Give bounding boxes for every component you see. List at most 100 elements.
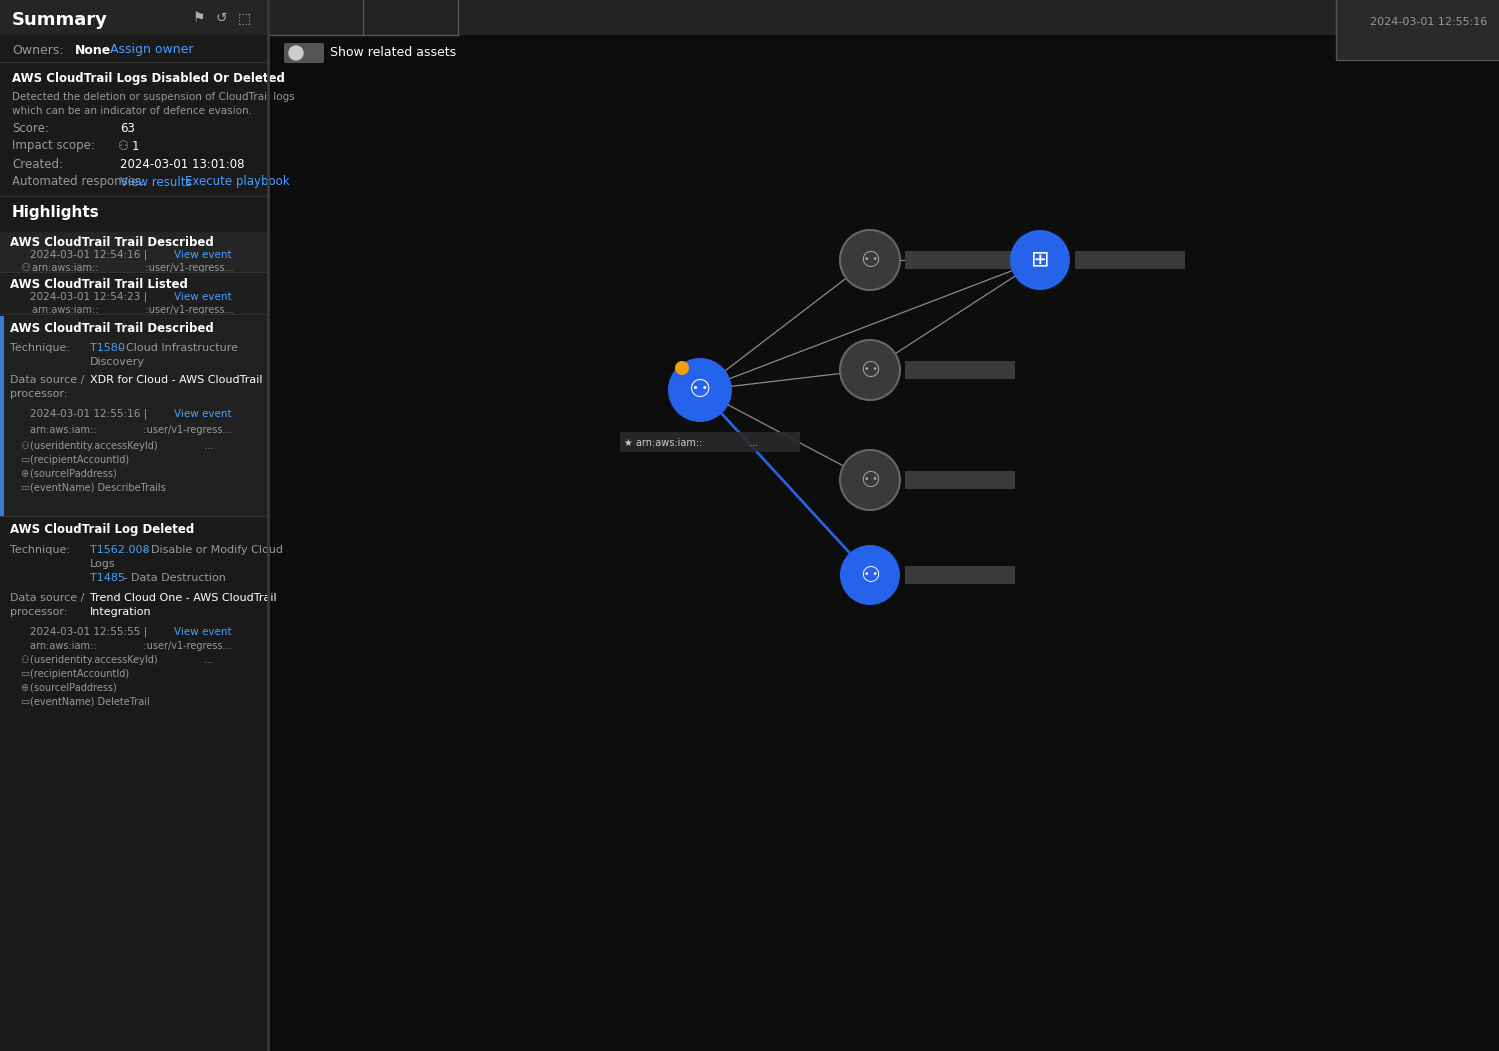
Text: AWS CloudTrail Trail Listed: AWS CloudTrail Trail Listed [10, 277, 187, 290]
Text: T1580: T1580 [90, 343, 124, 353]
Text: processor:: processor: [10, 389, 67, 399]
Text: ⊕: ⊕ [19, 683, 28, 693]
FancyBboxPatch shape [283, 43, 324, 63]
Text: ⚇: ⚇ [19, 263, 30, 273]
Text: ⊕: ⊕ [19, 469, 28, 479]
Text: arn:aws:iam::               :user/v1-regress...: arn:aws:iam:: :user/v1-regress... [31, 263, 234, 273]
Text: 2024-03-01 12:55:16: 2024-03-01 12:55:16 [1370, 17, 1487, 27]
Text: Technique:: Technique: [10, 545, 70, 555]
Circle shape [289, 46, 303, 60]
Text: 63: 63 [120, 122, 135, 135]
Text: XDR for Cloud - AWS CloudTrail: XDR for Cloud - AWS CloudTrail [90, 375, 262, 385]
FancyBboxPatch shape [905, 566, 1015, 584]
FancyBboxPatch shape [905, 471, 1015, 489]
Text: Highlights: Highlights [12, 205, 100, 220]
Text: arn:aws:iam::               :user/v1-regress...: arn:aws:iam:: :user/v1-regress... [31, 305, 234, 315]
Text: (eventName) DeleteTrail: (eventName) DeleteTrail [30, 697, 150, 707]
Text: Discovery: Discovery [90, 357, 145, 367]
FancyBboxPatch shape [1075, 251, 1186, 269]
Text: Impact scope:: Impact scope: [12, 140, 94, 152]
Circle shape [675, 360, 690, 375]
FancyBboxPatch shape [0, 518, 268, 728]
Text: None: None [75, 43, 111, 57]
Text: ⚇: ⚇ [118, 140, 129, 152]
Text: - Data Destruction: - Data Destruction [120, 573, 226, 583]
Circle shape [1010, 230, 1070, 290]
Text: View event: View event [174, 292, 232, 302]
Text: View event: View event [174, 409, 232, 419]
Text: ↺: ↺ [216, 11, 228, 25]
Text: 2024-03-01 12:55:16 |: 2024-03-01 12:55:16 | [30, 409, 150, 419]
FancyBboxPatch shape [0, 0, 1499, 35]
FancyBboxPatch shape [621, 432, 800, 452]
Text: ⚇: ⚇ [860, 565, 880, 585]
Text: 1: 1 [132, 140, 139, 152]
Text: ⚇: ⚇ [690, 378, 711, 401]
FancyBboxPatch shape [905, 360, 1015, 379]
Text: ▭: ▭ [19, 455, 30, 465]
Text: Logs: Logs [90, 559, 115, 569]
Text: - Cloud Infrastructure: - Cloud Infrastructure [115, 343, 238, 353]
Text: AWS CloudTrail Logs Disabled Or Deleted: AWS CloudTrail Logs Disabled Or Deleted [12, 73, 285, 85]
FancyBboxPatch shape [0, 274, 268, 314]
Text: 2024-03-01 12:54:16 |: 2024-03-01 12:54:16 | [30, 250, 150, 261]
FancyBboxPatch shape [0, 232, 268, 272]
Text: Summary: Summary [12, 11, 108, 29]
FancyBboxPatch shape [0, 0, 268, 35]
Text: T1562.008: T1562.008 [90, 545, 150, 555]
FancyBboxPatch shape [905, 251, 1015, 269]
Text: View event: View event [174, 250, 232, 260]
Circle shape [839, 450, 899, 510]
Text: View event: View event [174, 627, 232, 637]
FancyBboxPatch shape [268, 0, 1499, 1051]
Text: Integration: Integration [90, 607, 151, 617]
Text: ▭: ▭ [19, 697, 30, 707]
Text: Automated responses:: Automated responses: [12, 176, 145, 188]
Text: (sourceIPaddress): (sourceIPaddress) [30, 683, 148, 693]
Text: processor:: processor: [10, 607, 67, 617]
Text: Assign owner: Assign owner [109, 43, 193, 57]
Text: AWS CloudTrail Trail Described: AWS CloudTrail Trail Described [10, 235, 214, 248]
Text: - Disable or Modify Cloud: - Disable or Modify Cloud [139, 545, 283, 555]
Text: ⚇: ⚇ [860, 250, 880, 270]
Text: ⊞: ⊞ [1031, 250, 1049, 270]
Text: ⚇: ⚇ [860, 470, 880, 490]
FancyBboxPatch shape [0, 316, 4, 516]
Circle shape [669, 358, 732, 423]
Text: Detected the deletion or suspension of CloudTrail logs: Detected the deletion or suspension of C… [12, 92, 295, 102]
Circle shape [839, 230, 899, 290]
Text: (useridentity.accessKeyId)               ...: (useridentity.accessKeyId) ... [30, 441, 213, 451]
Text: ⬚: ⬚ [238, 11, 252, 25]
Text: Execute playbook: Execute playbook [184, 176, 289, 188]
Text: Created:: Created: [12, 158, 63, 170]
Text: ⚇: ⚇ [19, 441, 28, 451]
Circle shape [839, 341, 899, 400]
Text: Trend Cloud One - AWS CloudTrail: Trend Cloud One - AWS CloudTrail [90, 593, 277, 603]
Text: Show related assets: Show related assets [330, 46, 456, 60]
Text: (recipientAccountId): (recipientAccountId) [30, 669, 166, 679]
Text: arn:aws:iam::               :user/v1-regress...: arn:aws:iam:: :user/v1-regress... [30, 641, 231, 651]
Text: AWS CloudTrail Trail Described: AWS CloudTrail Trail Described [10, 322, 214, 334]
Text: ⚑: ⚑ [193, 11, 205, 25]
Text: T1485: T1485 [90, 573, 124, 583]
Text: (eventName) DescribeTrails: (eventName) DescribeTrails [30, 483, 166, 493]
Text: (useridentity.accessKeyId)               ...: (useridentity.accessKeyId) ... [30, 655, 213, 665]
Text: ▭: ▭ [19, 483, 30, 493]
Text: 2024-03-01 13:01:08: 2024-03-01 13:01:08 [120, 158, 244, 170]
Text: (sourceIPaddress): (sourceIPaddress) [30, 469, 148, 479]
Text: which can be an indicator of defence evasion.: which can be an indicator of defence eva… [12, 106, 252, 116]
Text: Score:: Score: [12, 122, 49, 135]
Text: Data source /: Data source / [10, 375, 84, 385]
Text: 2024-03-01 12:54:23 |: 2024-03-01 12:54:23 | [30, 292, 150, 303]
Text: Data source /: Data source / [10, 593, 84, 603]
Text: 2024-03-01 12:55:55 |: 2024-03-01 12:55:55 | [30, 626, 150, 637]
Text: ▭: ▭ [19, 669, 30, 679]
Text: View results: View results [120, 176, 192, 188]
Text: ⚇: ⚇ [860, 360, 880, 380]
Text: ★ arn:aws:iam::               ...: ★ arn:aws:iam:: ... [624, 438, 758, 448]
Text: arn:aws:iam::               :user/v1-regress...: arn:aws:iam:: :user/v1-regress... [30, 425, 231, 435]
Text: ⚇: ⚇ [19, 655, 28, 665]
Text: Technique:: Technique: [10, 343, 70, 353]
Text: (recipientAccountId): (recipientAccountId) [30, 455, 166, 465]
FancyBboxPatch shape [0, 316, 268, 516]
